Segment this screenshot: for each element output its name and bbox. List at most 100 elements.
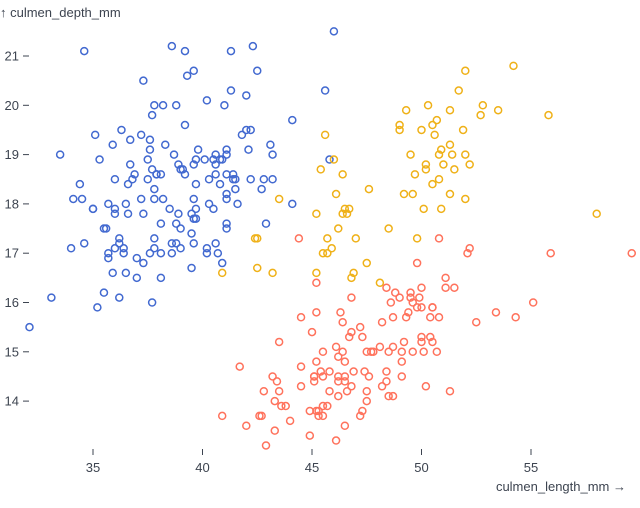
data-point [270, 426, 280, 435]
data-point [325, 155, 334, 164]
data-point [331, 436, 341, 445]
data-point [340, 357, 350, 366]
data-point [358, 332, 367, 342]
data-point [445, 189, 455, 199]
data-point [388, 391, 398, 401]
y-tick-label: 18 [5, 196, 19, 211]
data-point [158, 101, 168, 110]
data-point [167, 248, 177, 258]
data-point [426, 313, 435, 322]
data-point [397, 357, 407, 366]
data-point [277, 401, 286, 411]
data-point [382, 367, 391, 376]
data-point [180, 120, 190, 130]
data-point [318, 401, 328, 411]
data-point [428, 337, 437, 347]
data-point [226, 46, 236, 56]
data-point [235, 362, 244, 371]
data-point [461, 194, 470, 204]
data-point [334, 352, 343, 361]
data-point [434, 234, 444, 243]
data-point [331, 342, 341, 352]
data-point [417, 303, 426, 312]
data-point [237, 130, 247, 140]
data-point [204, 175, 214, 184]
data-point [362, 258, 371, 268]
data-point [461, 66, 470, 76]
data-point [544, 110, 553, 120]
data-point [253, 66, 262, 76]
data-point [139, 76, 148, 85]
data-point [318, 248, 328, 258]
data-point [108, 268, 117, 278]
data-point [165, 204, 174, 214]
data-point [145, 135, 155, 145]
data-point [412, 258, 422, 268]
data-point [417, 332, 426, 342]
data-point [93, 303, 102, 312]
y-tick-label: 14 [5, 394, 19, 409]
data-point [305, 431, 315, 440]
data-point [327, 244, 336, 253]
data-point [69, 194, 78, 204]
data-point [430, 130, 439, 140]
data-point [161, 140, 170, 149]
data-point [465, 244, 474, 253]
data-point [307, 327, 317, 337]
y-tick-label: 21 [5, 49, 19, 64]
data-point [147, 165, 157, 174]
data-point [318, 411, 328, 421]
data-point [108, 140, 117, 149]
data-point [145, 248, 155, 258]
data-point [104, 253, 113, 263]
data-point [204, 199, 214, 209]
data-point [364, 372, 374, 381]
data-point [270, 396, 280, 406]
data-point [441, 283, 450, 292]
data-point [193, 145, 203, 154]
data-point [334, 391, 343, 401]
data-point [217, 268, 227, 278]
data-point [312, 308, 321, 317]
data-point [355, 322, 365, 332]
data-point [253, 263, 262, 273]
data-point [309, 372, 319, 381]
data-point [296, 313, 306, 322]
data-point [268, 150, 277, 159]
data-point [445, 140, 455, 149]
data-point [432, 115, 442, 125]
data-point [627, 248, 636, 258]
data-point [189, 239, 198, 248]
data-point [231, 184, 240, 194]
data-point [182, 71, 192, 80]
data-point [399, 189, 409, 199]
data-point [349, 268, 358, 278]
data-point [268, 175, 277, 184]
data-point [419, 347, 428, 357]
data-point [25, 322, 34, 332]
data-point [121, 199, 131, 209]
x-tick-label: 55 [524, 460, 538, 475]
data-point [493, 105, 503, 115]
data-point [406, 293, 415, 302]
data-point [421, 160, 431, 169]
x-axis: 35 40 45 50 55 [86, 449, 538, 475]
data-point [434, 313, 444, 322]
data-point [390, 288, 400, 297]
data-point [316, 367, 326, 376]
data-point [261, 219, 271, 228]
data-point [305, 406, 315, 416]
data-point [528, 298, 538, 307]
data-point [136, 130, 146, 140]
data-point [191, 204, 201, 214]
data-point [187, 209, 196, 219]
data-point [211, 170, 220, 179]
data-point [434, 150, 444, 159]
data-point [88, 204, 98, 214]
data-point [233, 199, 242, 209]
data-point [189, 160, 198, 169]
data-point [362, 347, 371, 357]
data-point [202, 96, 212, 105]
data-point [511, 313, 520, 322]
data-point [139, 209, 148, 219]
